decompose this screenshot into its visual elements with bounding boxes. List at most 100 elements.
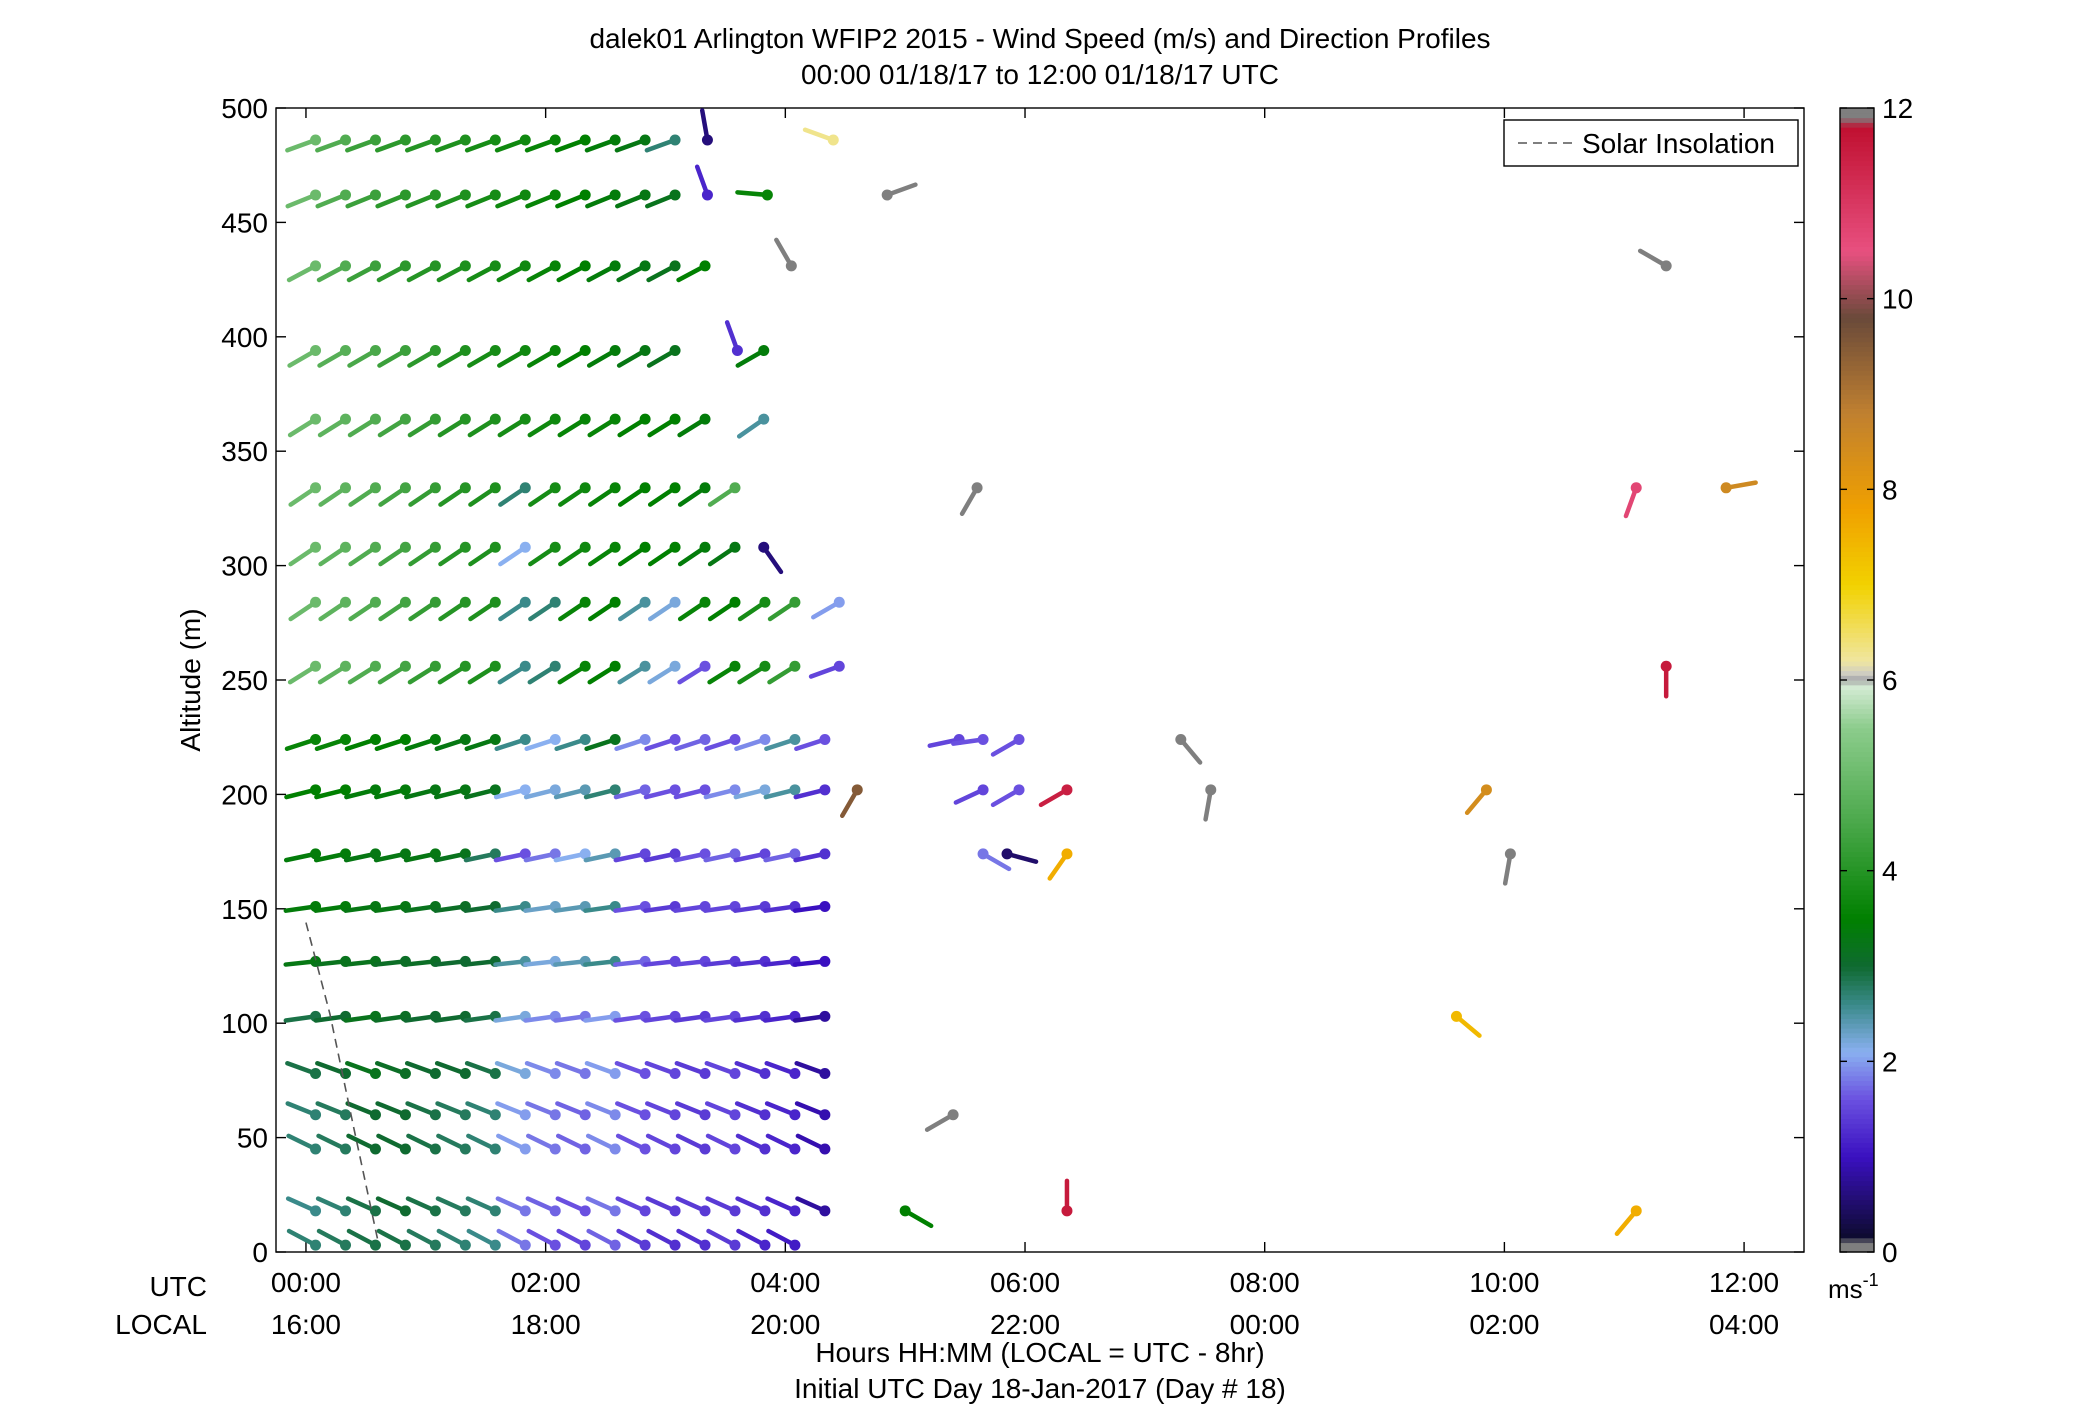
colorbar-band xyxy=(1840,355,1874,362)
wind-barb xyxy=(554,134,591,153)
wind-barb xyxy=(464,1061,501,1080)
colorbar-band xyxy=(1840,975,1874,981)
colorbar-band xyxy=(1840,603,1874,610)
colorbar-band xyxy=(1840,208,1874,214)
colorbar-band xyxy=(1840,808,1874,815)
colorbar-band xyxy=(1840,951,1874,958)
colorbar-tick-label: 2 xyxy=(1882,1046,1898,1077)
colorbar-band xyxy=(1840,746,1874,753)
colorbar-band xyxy=(1840,494,1874,500)
wind-barb xyxy=(707,482,741,507)
colorbar-band xyxy=(1840,846,1874,853)
colorbar-tick-label: 4 xyxy=(1882,856,1898,887)
colorbar-band xyxy=(1840,1118,1874,1124)
wind-barb xyxy=(1001,848,1039,864)
wind-barb xyxy=(316,1133,352,1155)
colorbar-band xyxy=(1840,985,1874,991)
colorbar-band xyxy=(1840,918,1874,924)
wind-barb xyxy=(794,1101,831,1121)
wind-barb xyxy=(646,1228,681,1251)
wind-barb xyxy=(377,660,411,685)
colorbar-band xyxy=(1840,436,1874,443)
wind-barb xyxy=(408,482,441,507)
wind-barb xyxy=(617,482,651,507)
x-tick-label-local: 00:00 xyxy=(1230,1309,1300,1340)
wind-barb xyxy=(795,1196,831,1217)
wind-barb xyxy=(346,1133,381,1155)
colorbar-band xyxy=(1840,546,1874,552)
colorbar-band xyxy=(1840,1161,1874,1167)
wind-barb xyxy=(647,596,681,622)
wind-barb xyxy=(733,784,771,800)
wind-barb xyxy=(615,1133,651,1155)
wind-barb xyxy=(436,1133,471,1155)
y-tick-label: 50 xyxy=(237,1123,268,1154)
y-tick-label: 150 xyxy=(221,894,268,925)
colorbar-band xyxy=(1840,1223,1874,1229)
wind-barb xyxy=(526,1133,561,1155)
wind-barb xyxy=(673,784,711,800)
colorbar-band xyxy=(1840,136,1874,142)
wind-barb xyxy=(467,660,501,685)
wind-barb xyxy=(735,1196,771,1217)
wind-barb xyxy=(527,660,561,685)
colorbar-band xyxy=(1840,1094,1874,1101)
wind-barb xyxy=(524,1061,561,1080)
wind-barb xyxy=(990,733,1025,757)
colorbar-band xyxy=(1840,1061,1874,1067)
colorbar-band xyxy=(1840,508,1874,514)
wind-barb xyxy=(676,1228,711,1251)
wind-barb xyxy=(286,1133,322,1155)
colorbar-band xyxy=(1840,594,1874,600)
wind-barb xyxy=(977,848,1012,872)
wind-barb xyxy=(1637,248,1672,272)
wind-barb xyxy=(1660,660,1672,699)
wind-barb xyxy=(283,848,322,863)
colorbar-band xyxy=(1840,827,1874,834)
wind-barb xyxy=(674,1061,711,1080)
colorbar-band xyxy=(1840,646,1874,652)
wind-barb xyxy=(1175,733,1203,765)
wind-barb xyxy=(614,134,651,153)
wind-barb xyxy=(494,733,531,752)
colorbar-band xyxy=(1840,112,1874,119)
colorbar-band xyxy=(1840,1066,1874,1072)
colorbar-band xyxy=(1840,1156,1874,1163)
colorbar-band xyxy=(1840,875,1874,881)
colorbar-band xyxy=(1840,127,1874,133)
wind-barb xyxy=(899,1205,934,1229)
wind-barb xyxy=(617,596,651,622)
colorbar-band xyxy=(1840,212,1874,219)
wind-barb xyxy=(558,596,591,622)
colorbar-band xyxy=(1840,260,1874,266)
wind-barb xyxy=(793,848,831,863)
wind-barb xyxy=(553,784,591,800)
wind-barb xyxy=(705,1133,741,1155)
wind-barbs xyxy=(283,108,1758,1251)
colorbar-band xyxy=(1840,560,1874,567)
colorbar-band xyxy=(1840,670,1874,676)
x-tick-label-utc: 06:00 xyxy=(990,1267,1060,1298)
wind-barb xyxy=(348,541,381,567)
wind-barb xyxy=(317,413,352,438)
colorbar-band xyxy=(1840,989,1874,996)
wind-barb xyxy=(287,345,322,368)
wind-barb xyxy=(583,784,621,800)
colorbar-band xyxy=(1840,722,1874,729)
wind-barb xyxy=(436,1228,471,1251)
colorbar-band xyxy=(1840,336,1874,343)
wind-barb xyxy=(881,182,918,201)
wind-barb xyxy=(498,482,531,507)
x-tick-label-local: 16:00 xyxy=(271,1309,341,1340)
y-tick-label: 100 xyxy=(221,1008,268,1039)
wind-barb xyxy=(644,134,681,153)
colorbar-tick-label: 0 xyxy=(1882,1237,1898,1268)
wind-barb xyxy=(406,1228,441,1251)
wind-barb xyxy=(524,134,561,153)
colorbar-band xyxy=(1840,236,1874,243)
wind-barb xyxy=(556,1228,591,1251)
wind-barb xyxy=(434,134,471,153)
wind-barb xyxy=(528,541,561,567)
colorbar-band xyxy=(1840,1023,1874,1029)
wind-barb xyxy=(677,482,711,507)
